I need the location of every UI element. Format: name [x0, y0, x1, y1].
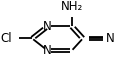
Text: N: N — [106, 32, 115, 45]
Text: N: N — [43, 44, 52, 57]
Text: NH₂: NH₂ — [61, 0, 83, 13]
Text: Cl: Cl — [1, 32, 12, 45]
Text: N: N — [43, 20, 52, 33]
